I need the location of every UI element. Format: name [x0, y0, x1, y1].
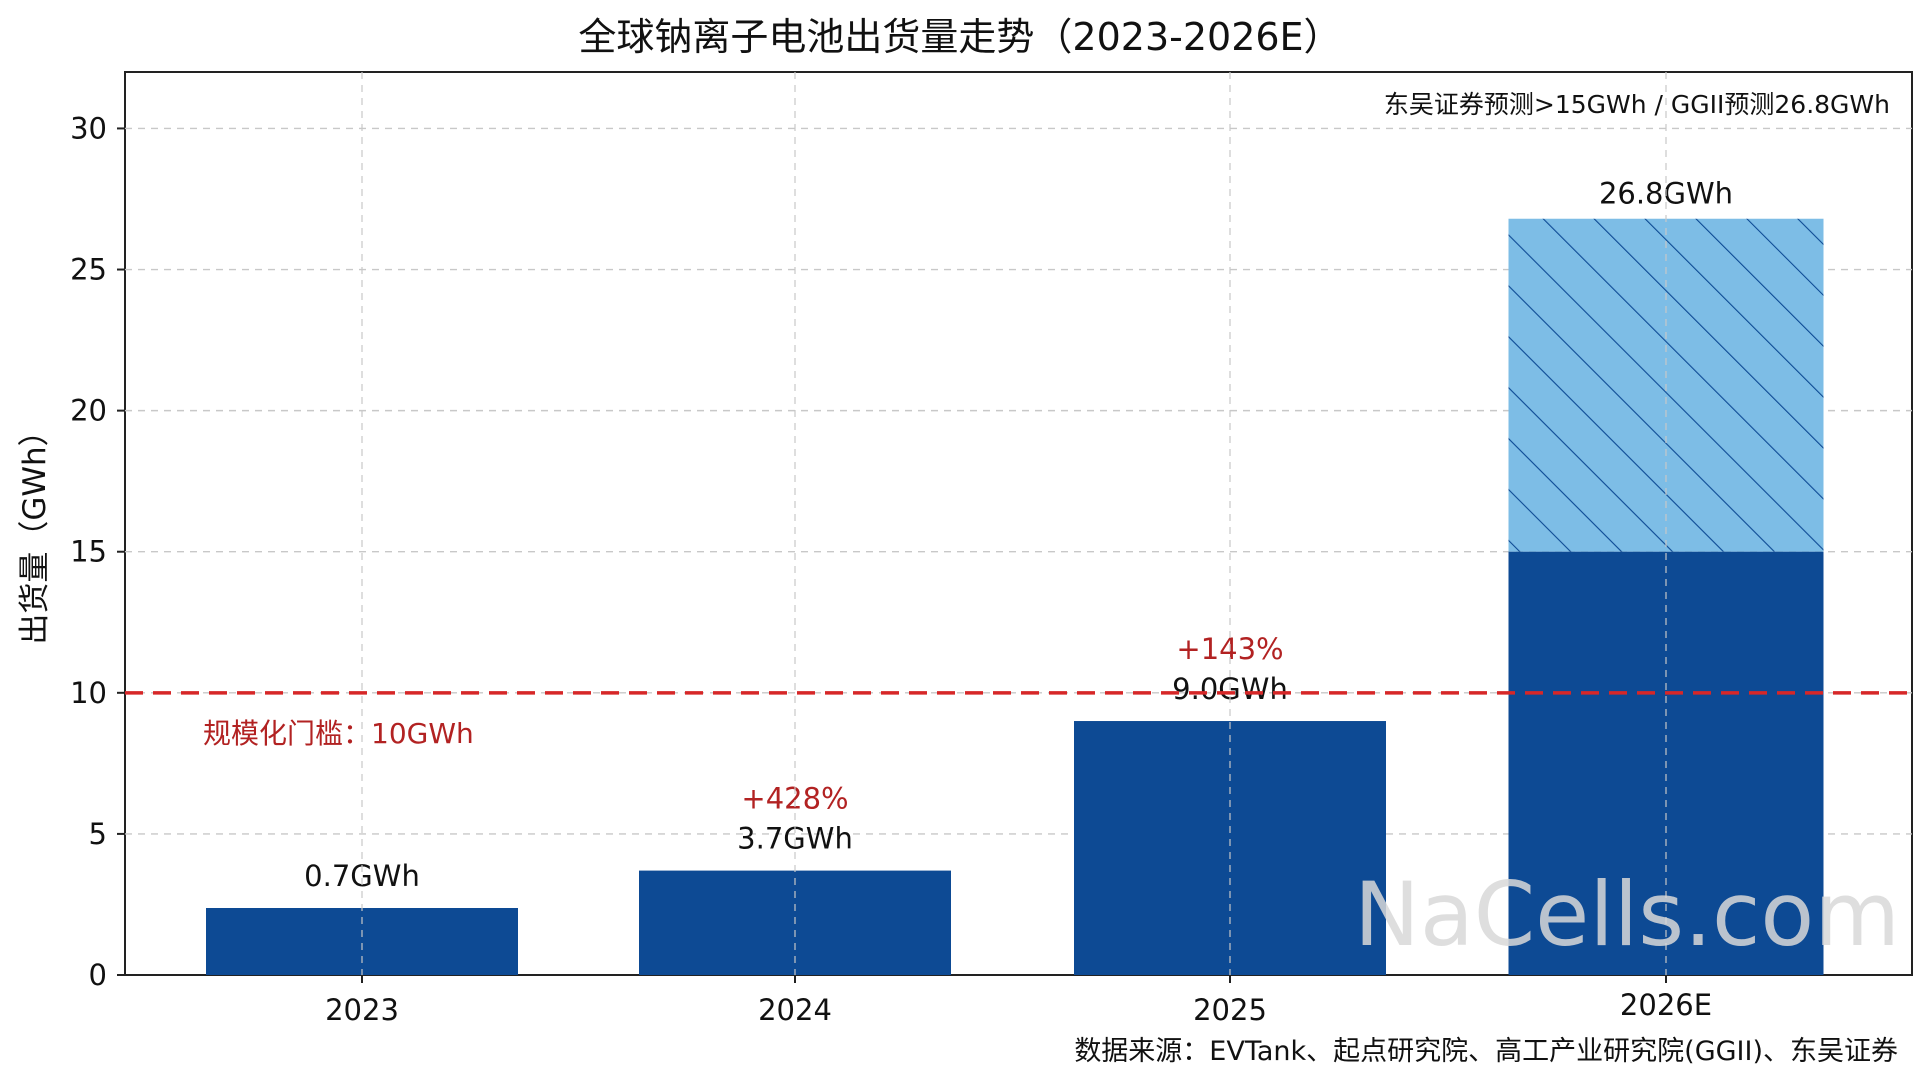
y-tick-label: 25 — [70, 253, 107, 287]
y-tick-label: 10 — [70, 676, 107, 710]
y-tick-label: 30 — [70, 111, 107, 145]
bar-value-label: 0.7GWh — [304, 859, 420, 893]
x-tick-label: 2026E — [1620, 988, 1712, 1022]
plot-area: 0510152025300.7GWh3.7GWh+428%9.0GWh+143%… — [70, 71, 1913, 1027]
y-axis-label: 出货量（GWh） — [17, 415, 53, 644]
y-tick-label: 5 — [89, 817, 107, 851]
watermark: NaCells.com — [1354, 863, 1900, 966]
plot-frame — [124, 71, 1913, 976]
threshold-label: 规模化门槛：10GWh — [203, 717, 474, 750]
growth-label: +428% — [741, 782, 848, 816]
x-tick-label: 2025 — [1193, 993, 1267, 1027]
forecast-note: 东吴证券预测>15GWh / GGII预测26.8GWh — [1384, 90, 1890, 119]
y-tick-label: 0 — [89, 958, 107, 992]
x-tick-label: 2023 — [325, 993, 399, 1027]
chart-title: 全球钠离子电池出货量走势（2023-2026E） — [578, 15, 1341, 59]
x-tick-label: 2024 — [758, 993, 832, 1027]
data-source: 数据来源：EVTank、起点研究院、高工产业研究院(GGII)、东吴证券 — [1074, 1036, 1898, 1067]
y-tick-label: 20 — [70, 394, 107, 428]
y-tick-label: 15 — [70, 535, 107, 569]
